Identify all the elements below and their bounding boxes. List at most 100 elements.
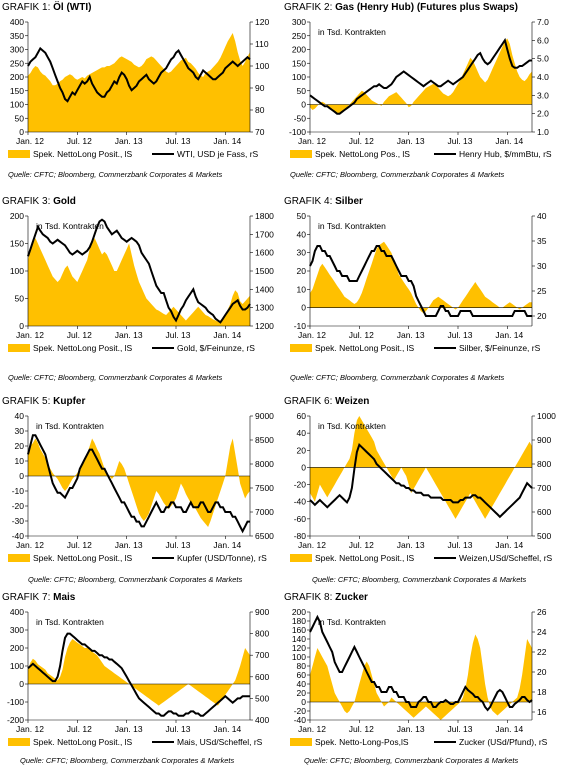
left-tick-label: -40: [294, 497, 307, 507]
legend-swatch-area: [290, 738, 312, 746]
left-tick-label: 100: [10, 100, 24, 110]
right-tick-label: 6.0: [537, 35, 549, 45]
legend-label-area: Spek. NettoLong Posit., lS: [315, 343, 415, 353]
source-note-6: Quelle: CFTC; Bloomberg, Commerzbank Cor…: [312, 575, 527, 584]
legend-label-area: Spek. NettoLong Posit., lS: [33, 737, 133, 747]
left-tick-label: 0: [301, 462, 306, 472]
left-tick-label: 140: [292, 634, 306, 644]
legend-label-line: Weizen,USd/Scheffel, rS: [459, 553, 553, 563]
right-tick-label: 1500: [255, 266, 274, 276]
chart-7: -200 -100 0 100 200 300 400 400 500 600 700 800 900 J…: [7, 607, 269, 747]
chart-4: -10 0 10 20 30 40 50 20 25 30 35 40 Jan. 12 Jul. 12 Ja…: [290, 211, 547, 353]
right-tick-label: 7.0: [537, 17, 549, 27]
left-tick-label: 250: [10, 58, 24, 68]
left-tick-label: 200: [292, 607, 306, 617]
left-tick-label: -40: [294, 715, 307, 725]
right-tick-label: 20: [537, 311, 547, 321]
right-tick-label: 800: [255, 629, 269, 639]
area-series: [310, 241, 532, 314]
left-tick-label: 40: [297, 428, 307, 438]
left-tick-label: 300: [10, 625, 24, 635]
legend-swatch-area: [8, 738, 30, 746]
right-tick-label: 800: [537, 459, 551, 469]
x-tick-label: Jul. 12: [349, 330, 374, 340]
axes: -40 -30 -20 -10 0 10 20 30 40 6500 7000 7500 8000 850…: [12, 411, 274, 550]
left-tick-label: 10: [15, 456, 25, 466]
right-tick-label: 16: [537, 707, 547, 717]
x-tick-label: Jul. 13: [165, 724, 190, 734]
line-series: [309, 442, 533, 519]
chart-title-4: GRAFIK 4: Silber: [284, 196, 363, 207]
left-tick-label: 30: [15, 426, 25, 436]
right-tick-label: 500: [537, 531, 551, 541]
chart-title-6: GRAFIK 6: Weizen: [284, 396, 370, 407]
legend-label-area: Spek. NettoLong Pos., lS: [315, 149, 410, 159]
line-series: [27, 434, 250, 534]
x-tick-label: Jul. 12: [349, 724, 374, 734]
right-tick-label: 900: [537, 435, 551, 445]
unit-label: in Tsd. Kontrakten: [36, 617, 104, 627]
legend-swatch-area: [290, 150, 312, 158]
right-tick-label: 100: [255, 61, 269, 71]
left-tick-label: 180: [292, 616, 306, 626]
left-tick-label: 200: [10, 211, 24, 221]
source-note-5: Quelle: CFTC; Bloomberg, Commerzbank Cor…: [28, 575, 243, 584]
source-note-3: Quelle: CFTC; Bloomberg, Commerzbank Cor…: [8, 373, 223, 382]
chart-title-1: GRAFIK 1: Öl (WTI): [2, 2, 92, 13]
x-tick-label: Jan. 12: [16, 330, 44, 340]
x-tick-label: Jan. 13: [115, 136, 143, 146]
left-tick-label: 80: [297, 661, 307, 671]
area-series: [28, 438, 250, 527]
right-tick-label: 70: [255, 127, 265, 137]
x-tick-label: Jan. 14: [495, 136, 523, 146]
legend-swatch-area: [8, 344, 30, 352]
left-tick-label: 0: [301, 697, 306, 707]
left-tick-label: 100: [10, 266, 24, 276]
right-tick-label: 4.0: [537, 72, 549, 82]
x-tick-label: Jan. 14: [213, 330, 241, 340]
right-tick-label: 30: [537, 261, 547, 271]
left-tick-label: 50: [297, 211, 307, 221]
x-tick-label: Jan. 12: [298, 540, 326, 550]
right-tick-label: 90: [255, 83, 265, 93]
right-tick-label: 35: [537, 236, 547, 246]
right-tick-label: 110: [255, 39, 269, 49]
unit-label: in Tsd. Kontrakten: [318, 421, 386, 431]
x-tick-label: Jan. 12: [298, 330, 326, 340]
x-tick-label: Jan. 13: [115, 330, 143, 340]
left-tick-label: 300: [10, 45, 24, 55]
unit-label: in Tsd. Kontrakten: [318, 617, 386, 627]
left-tick-label: -100: [289, 127, 306, 137]
right-tick-label: 22: [537, 647, 547, 657]
unit-label: in Tsd. Kontrakten: [36, 221, 104, 231]
right-tick-label: 8500: [255, 435, 274, 445]
left-tick-label: 400: [10, 17, 24, 27]
area-series: [28, 639, 250, 706]
right-tick-label: 2.0: [537, 109, 549, 119]
right-tick-label: 700: [255, 650, 269, 660]
left-tick-label: 50: [15, 294, 25, 304]
x-tick-label: Jan. 14: [213, 724, 241, 734]
legend-label-line: Henry Hub, $/mmBtu, rS: [459, 149, 552, 159]
legend-swatch-area: [8, 554, 30, 562]
legend-swatch-area: [290, 554, 312, 562]
right-tick-label: 9000: [255, 411, 274, 421]
left-tick-label: 100: [292, 652, 306, 662]
line-series: [309, 37, 532, 115]
x-tick-label: Jan. 13: [397, 724, 425, 734]
left-tick-label: 250: [292, 31, 306, 41]
x-tick-label: Jan. 13: [397, 136, 425, 146]
left-tick-label: -30: [12, 516, 25, 526]
x-tick-label: Jul. 12: [349, 136, 374, 146]
chart-3: 0 50 100 150 200 1200 1300 1400 1500 1600 1700 1800…: [8, 211, 274, 353]
legend-swatch-area: [290, 344, 312, 352]
x-tick-label: Jul. 12: [67, 330, 92, 340]
legend-label-line: Zucker (USd/Pfund), rS: [459, 737, 548, 747]
left-tick-label: -10: [12, 486, 25, 496]
line-series: [27, 46, 251, 103]
x-tick-label: Jul. 13: [165, 136, 190, 146]
right-tick-label: 6500: [255, 531, 274, 541]
x-tick-label: Jan. 14: [213, 540, 241, 550]
x-tick-label: Jan. 12: [298, 136, 326, 146]
legend-label-area: Spek. NettoLong Posit., lS: [33, 149, 133, 159]
